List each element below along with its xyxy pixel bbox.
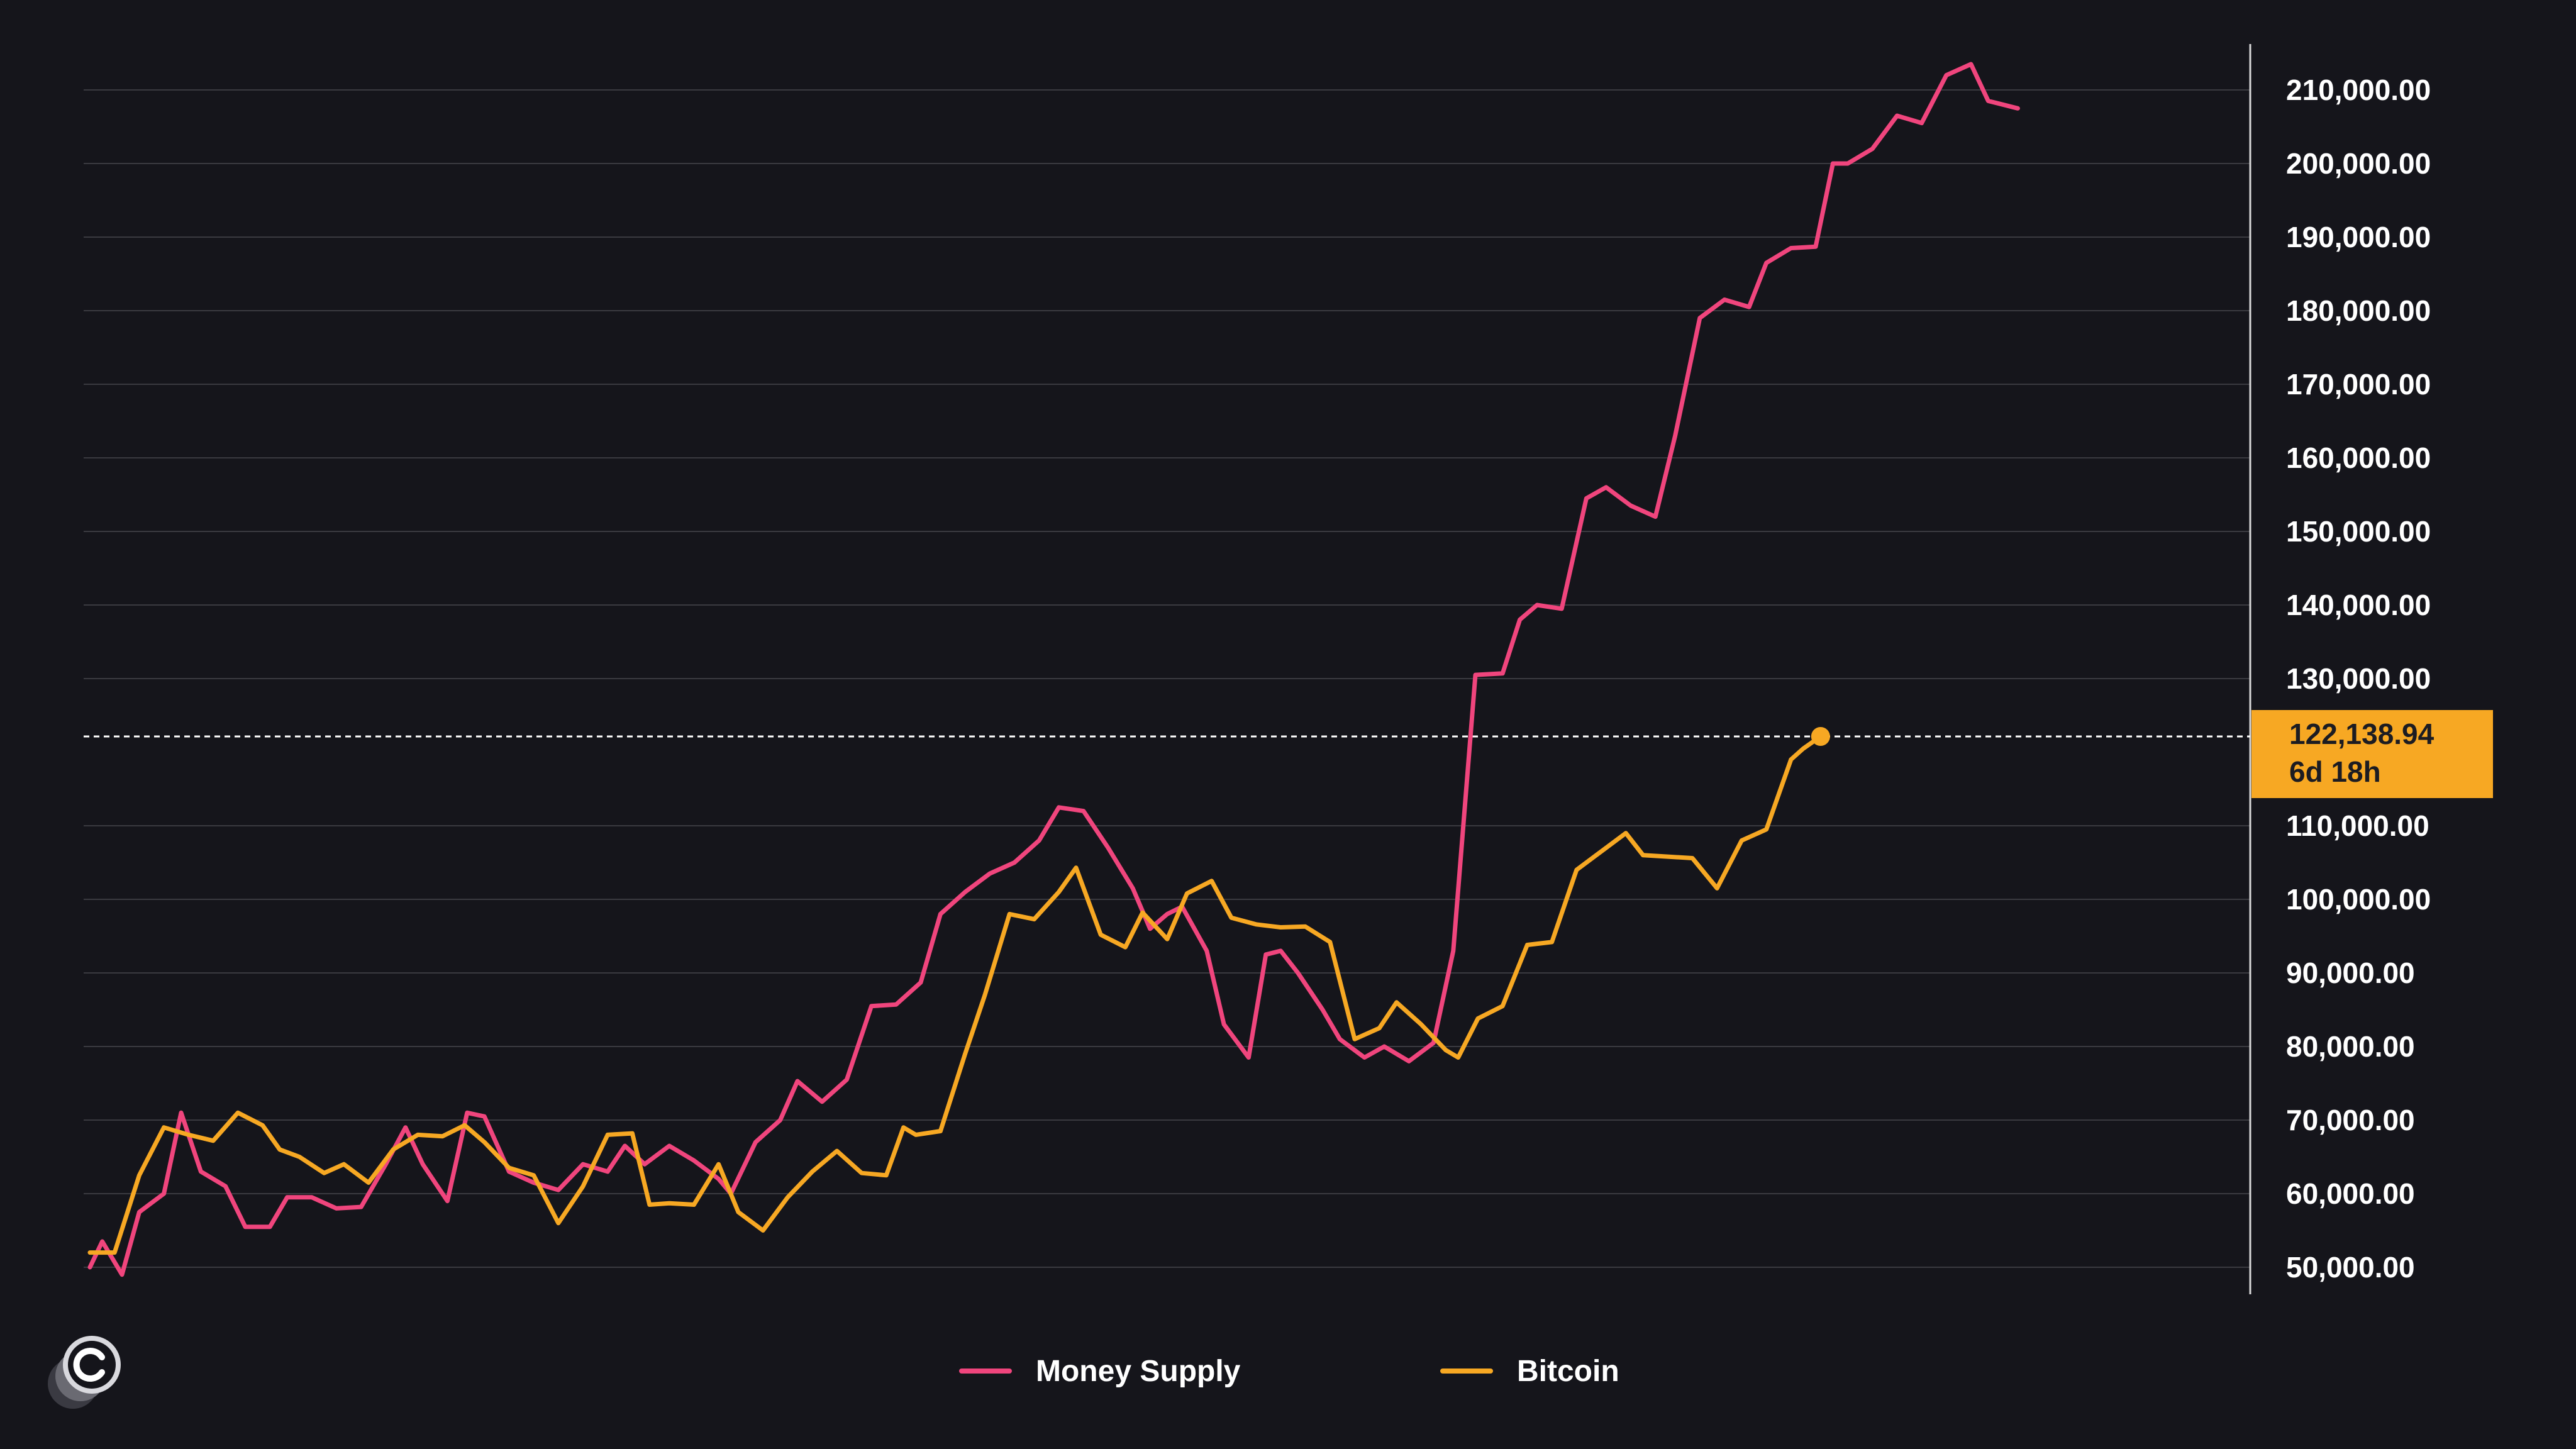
y-tick-label: 200,000.00: [2286, 147, 2431, 180]
y-tick-label: 110,000.00: [2286, 809, 2429, 842]
legend-swatch-bitcoin: [1440, 1368, 1493, 1374]
y-tick-label: 50,000.00: [2286, 1251, 2415, 1284]
y-tick-label: 90,000.00: [2286, 957, 2415, 989]
y-tick-label: 100,000.00: [2286, 883, 2431, 916]
legend-item-money-supply: Money Supply: [959, 1352, 1240, 1390]
legend-swatch-money-supply: [959, 1368, 1012, 1374]
current-price-tag: 122,138.94 6d 18h: [2251, 710, 2493, 798]
y-tick-label: 80,000.00: [2286, 1030, 2415, 1063]
candle-countdown: 6d 18h: [2289, 755, 2381, 788]
series-line-bitcoin: [87, 734, 1823, 1255]
grid-lines: [84, 89, 2250, 1268]
current-value-dot: [1811, 726, 1830, 746]
y-tick-label: 190,000.00: [2286, 221, 2431, 253]
y-tick-label: 170,000.00: [2286, 368, 2431, 401]
y-tick-label: 150,000.00: [2286, 515, 2431, 548]
series-lines: [87, 62, 2020, 1277]
y-tick-label: 140,000.00: [2286, 589, 2431, 621]
y-tick-label: 130,000.00: [2286, 662, 2431, 695]
current-price-value: 122,138.94: [2289, 718, 2434, 750]
y-tick-label: 210,000.00: [2286, 74, 2431, 106]
y-tick-label: 160,000.00: [2286, 441, 2431, 474]
y-tick-label: 180,000.00: [2286, 294, 2431, 327]
c-circle-logo-icon: [48, 1336, 121, 1409]
y-tick-label: 70,000.00: [2286, 1104, 2415, 1136]
series-line-money-supply: [87, 62, 2020, 1277]
y-tick-label: 60,000.00: [2286, 1177, 2415, 1210]
legend-label-money-supply: Money Supply: [1036, 1354, 1241, 1388]
legend-item-bitcoin: Bitcoin: [1440, 1352, 1619, 1390]
legend-label-bitcoin: Bitcoin: [1517, 1354, 1619, 1388]
y-axis-tick-labels: 210,000.00 200,000.00 190,000.00 180,000.00…: [2286, 74, 2431, 1284]
